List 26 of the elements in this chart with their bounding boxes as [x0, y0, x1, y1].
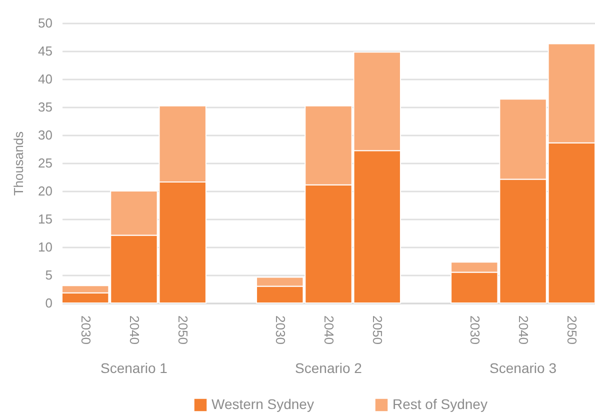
y-tick-label: 25 — [38, 156, 52, 170]
y-tick-label: 30 — [38, 128, 52, 142]
y-tick-label: 0 — [45, 296, 52, 310]
x-tick-label: 2030 — [272, 316, 288, 344]
text: Scenario 2 — [295, 360, 362, 376]
x-tick-label: 2050 — [370, 316, 386, 344]
x-tick-label: 2050 — [564, 316, 580, 344]
x-tick-label: 2050 — [176, 316, 191, 344]
text: Scenario 3 — [490, 360, 557, 376]
y-tick-label: 5 — [45, 268, 52, 282]
y-axis-title: Thousands — [11, 130, 26, 196]
y-tick-label: 10 — [38, 240, 52, 254]
x-tick-label: 2040 — [516, 316, 532, 344]
text: Scenario 1 — [100, 360, 168, 376]
y-tick-label: 35 — [38, 100, 52, 114]
y-tick-label: 20 — [38, 184, 52, 198]
x-tick-label: 2040 — [322, 316, 336, 344]
y-tick-label: 40 — [38, 72, 52, 86]
legend-label: Western Sydney — [212, 396, 314, 412]
y-tick-label: 15 — [38, 212, 52, 226]
y-tick-label: 45 — [38, 44, 52, 58]
y-tick-label: 50 — [38, 16, 52, 30]
x-tick-label: 2030 — [78, 316, 94, 344]
x-tick-label: 2030 — [467, 316, 482, 344]
legend-label: Rest of Sydney — [392, 396, 488, 412]
x-tick-label: 2040 — [126, 316, 142, 344]
